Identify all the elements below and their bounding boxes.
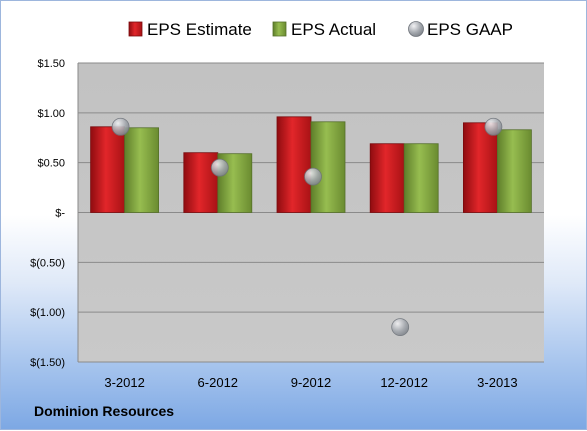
legend-label: EPS Actual	[291, 20, 376, 39]
bar-eps-actual	[124, 127, 159, 213]
legend: EPS Estimate EPS Actual EPS GAAP	[128, 20, 513, 39]
y-tick-label: $(1.00)	[30, 307, 65, 319]
y-tick-label: $0.50	[37, 158, 65, 170]
bar-eps-estimate	[276, 116, 312, 213]
gaap-point	[111, 117, 130, 136]
bar-eps-estimate	[462, 122, 498, 213]
legend-swatch	[128, 21, 143, 37]
x-tick-label: 12-2012	[380, 375, 428, 390]
legend-label: EPS Estimate	[147, 20, 252, 39]
company-name: Dominion Resources	[34, 403, 175, 419]
bar-eps-actual	[310, 121, 346, 213]
legend-swatch	[272, 21, 287, 37]
bar-eps-estimate	[183, 152, 219, 213]
y-tick-label: $1.50	[37, 58, 65, 70]
legend-label: EPS GAAP	[427, 20, 513, 39]
y-axis: $1.50 $1.00 $0.50 $- $(0.50) $(1.00) $(1.50)	[30, 58, 65, 369]
gaap-point	[391, 318, 410, 337]
gaap-point	[484, 117, 503, 136]
x-tick-label: 9-2012	[291, 375, 331, 390]
y-tick-label: $(0.50)	[30, 257, 65, 269]
gaap-point	[304, 167, 322, 186]
y-tick-label: $-	[55, 208, 65, 220]
gaap-point	[210, 158, 229, 177]
x-axis: 3-2012 6-2012 9-2012 12-2012 3-2013	[104, 375, 517, 390]
bar-eps-actual	[403, 143, 439, 213]
x-tick-label: 6-2012	[198, 375, 238, 390]
y-tick-label: $(1.50)	[30, 357, 65, 369]
x-tick-label: 3-2012	[104, 375, 144, 390]
bars	[90, 116, 532, 213]
bar-eps-estimate	[369, 143, 405, 213]
gaap-markers	[111, 117, 503, 337]
legend-swatch	[408, 21, 424, 37]
bar-eps-estimate	[90, 126, 125, 213]
bar-eps-actual	[496, 129, 532, 213]
y-tick-label: $1.00	[37, 108, 65, 120]
x-tick-label: 3-2013	[477, 375, 517, 390]
